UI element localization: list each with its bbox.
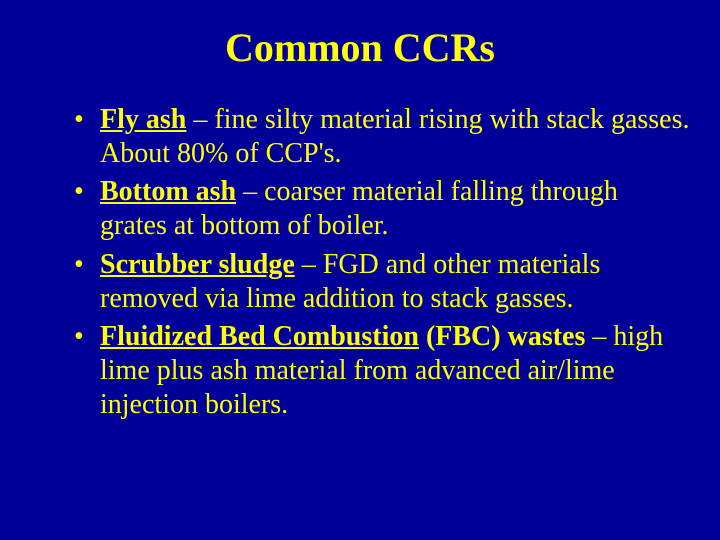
- bullet-list: Fly ash – fine silty material rising wit…: [30, 103, 690, 422]
- list-item: Bottom ash – coarser material falling th…: [74, 175, 690, 243]
- list-item: Scrubber sludge – FGD and other material…: [74, 248, 690, 316]
- bullet-term: Scrubber sludge: [100, 249, 295, 280]
- bullet-term: Fly ash: [100, 104, 186, 135]
- bullet-term: Bottom ash: [100, 176, 236, 207]
- slide-title: Common CCRs: [30, 24, 690, 71]
- list-item: Fly ash – fine silty material rising wit…: [74, 103, 690, 171]
- list-item: Fluidized Bed Combustion (FBC) wastes – …: [74, 320, 690, 422]
- bullet-term: Fluidized Bed Combustion: [100, 321, 419, 352]
- bullet-abbrev: (FBC) wastes: [419, 321, 585, 352]
- bullet-text: – fine silty material rising with stack …: [100, 104, 689, 169]
